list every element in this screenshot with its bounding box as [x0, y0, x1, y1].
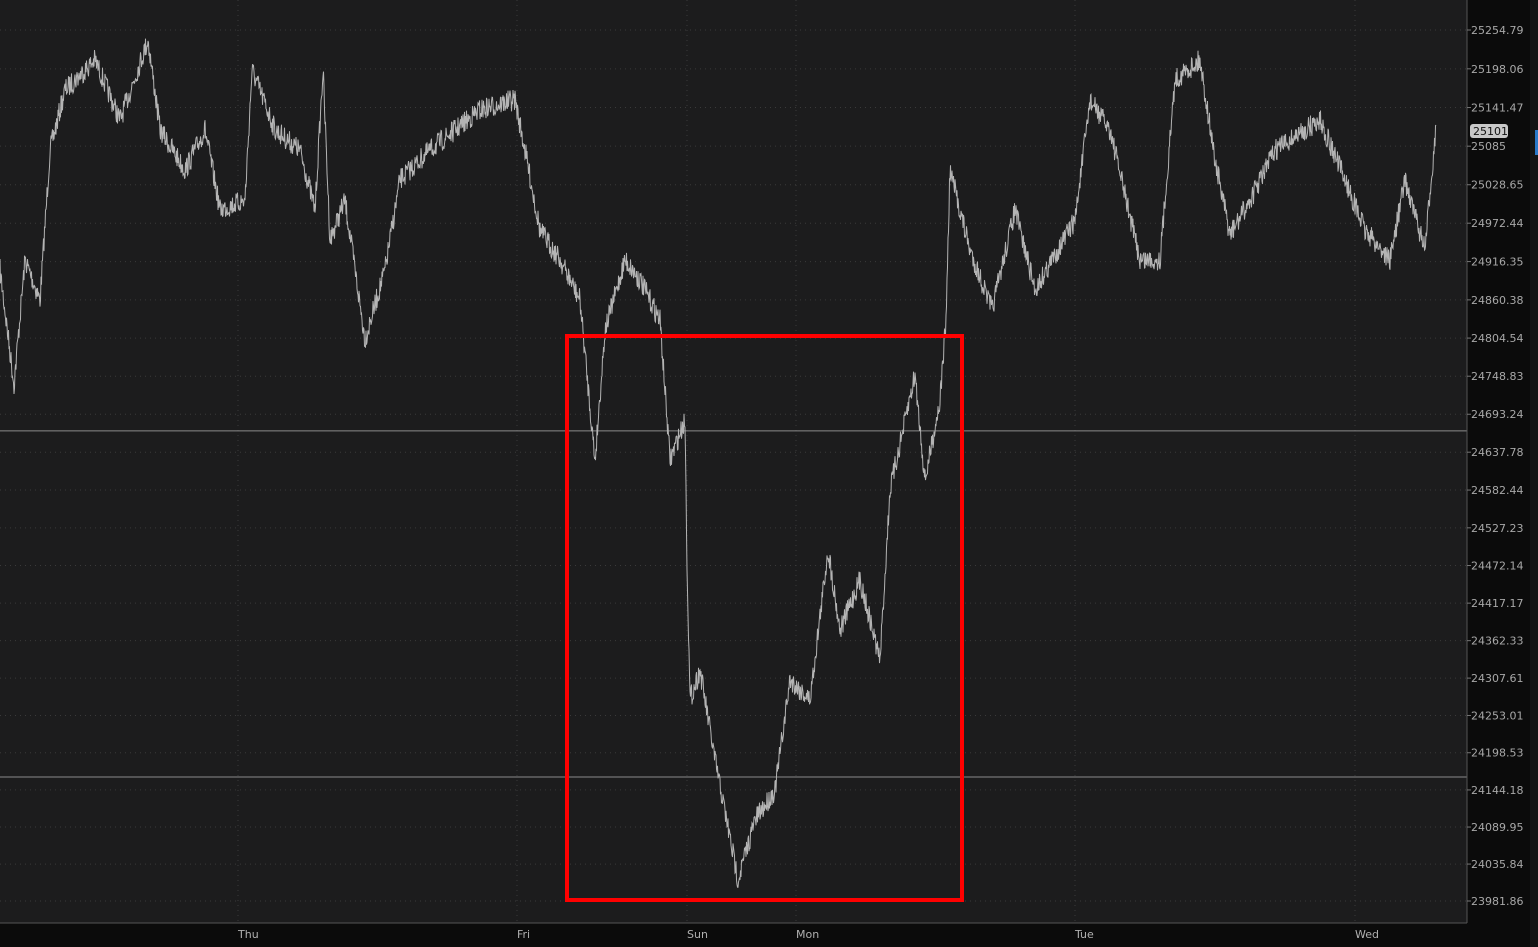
y-tick-label: 25141.47 [1471, 102, 1524, 115]
y-tick-label: 25028.65 [1471, 179, 1524, 192]
y-tick-label: 24582.44 [1471, 484, 1524, 497]
y-tick-label: 24637.78 [1471, 446, 1524, 459]
x-tick-label: Mon [796, 928, 819, 941]
y-tick-label: 24527.23 [1471, 522, 1524, 535]
y-tick-label: 24472.14 [1471, 560, 1524, 573]
x-tick-label: Thu [237, 928, 259, 941]
y-tick-label: 24362.33 [1471, 635, 1524, 648]
y-tick-label: 24748.83 [1471, 370, 1524, 383]
y-tick-label: 24916.35 [1471, 256, 1524, 269]
y-tick-label: 24693.24 [1471, 408, 1524, 421]
right-scrollbar[interactable] [1530, 0, 1538, 947]
x-tick-label: Fri [517, 928, 530, 941]
y-tick-label: 24417.17 [1471, 597, 1524, 610]
x-tick-label: Wed [1355, 928, 1379, 941]
y-tick-label: 24198.53 [1471, 747, 1524, 760]
x-tick-label: Sun [687, 928, 708, 941]
x-axis: Thu Fri Sun Mon Tue Wed [237, 928, 1379, 941]
last-price-tag: 25101 [1470, 124, 1508, 138]
y-tick-label: 24253.01 [1471, 709, 1524, 722]
y-tick-label: 24035.84 [1471, 858, 1524, 871]
y-tick-label: 25198.06 [1471, 63, 1524, 76]
y-tick-label: 24972.44 [1471, 217, 1524, 230]
highlight-box [565, 334, 964, 902]
price-line [0, 38, 1437, 888]
price-series [0, 38, 1437, 888]
y-tick-label: 24804.54 [1471, 332, 1524, 345]
y-axis: 25254.79 25198.06 25141.47 25085 25028.65 249… [1467, 24, 1524, 908]
y-tick-label: 23981.86 [1471, 895, 1524, 908]
y-tick-label: 24144.18 [1471, 784, 1524, 797]
last-price-label: 25101 [1473, 125, 1508, 138]
x-tick-label: Tue [1074, 928, 1094, 941]
scroll-thumb[interactable] [1535, 130, 1538, 155]
y-tick-label: 24860.38 [1471, 294, 1524, 307]
y-tick-label: 25085 [1471, 140, 1506, 153]
y-tick-label: 24307.61 [1471, 672, 1524, 685]
horizontal-levels [0, 430, 1467, 778]
y-tick-label: 24089.95 [1471, 821, 1524, 834]
plot-area [0, 0, 1467, 923]
y-tick-label: 25254.79 [1471, 24, 1524, 37]
